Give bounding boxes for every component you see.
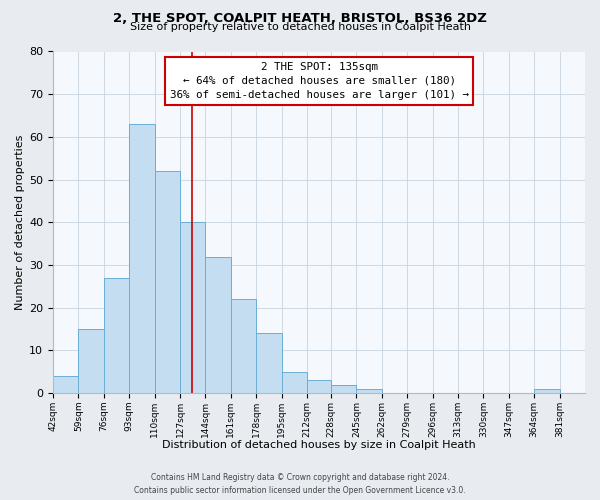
Bar: [104, 278, 129, 393]
Bar: [129, 124, 155, 393]
Bar: [281, 372, 307, 393]
Bar: [155, 171, 180, 393]
Text: 2, THE SPOT, COALPIT HEATH, BRISTOL, BS36 2DZ: 2, THE SPOT, COALPIT HEATH, BRISTOL, BS3…: [113, 12, 487, 26]
Text: 2 THE SPOT: 135sqm
← 64% of detached houses are smaller (180)
36% of semi-detach: 2 THE SPOT: 135sqm ← 64% of detached hou…: [170, 62, 469, 100]
Y-axis label: Number of detached properties: Number of detached properties: [15, 134, 25, 310]
Bar: [53, 376, 79, 393]
Bar: [331, 384, 356, 393]
Bar: [256, 334, 281, 393]
Bar: [205, 256, 231, 393]
Bar: [307, 380, 331, 393]
Bar: [79, 329, 104, 393]
Bar: [356, 389, 382, 393]
Text: Size of property relative to detached houses in Coalpit Heath: Size of property relative to detached ho…: [130, 22, 470, 32]
Bar: [534, 389, 560, 393]
Bar: [231, 299, 256, 393]
X-axis label: Distribution of detached houses by size in Coalpit Heath: Distribution of detached houses by size …: [162, 440, 476, 450]
Bar: [180, 222, 205, 393]
Text: Contains HM Land Registry data © Crown copyright and database right 2024.
Contai: Contains HM Land Registry data © Crown c…: [134, 473, 466, 495]
